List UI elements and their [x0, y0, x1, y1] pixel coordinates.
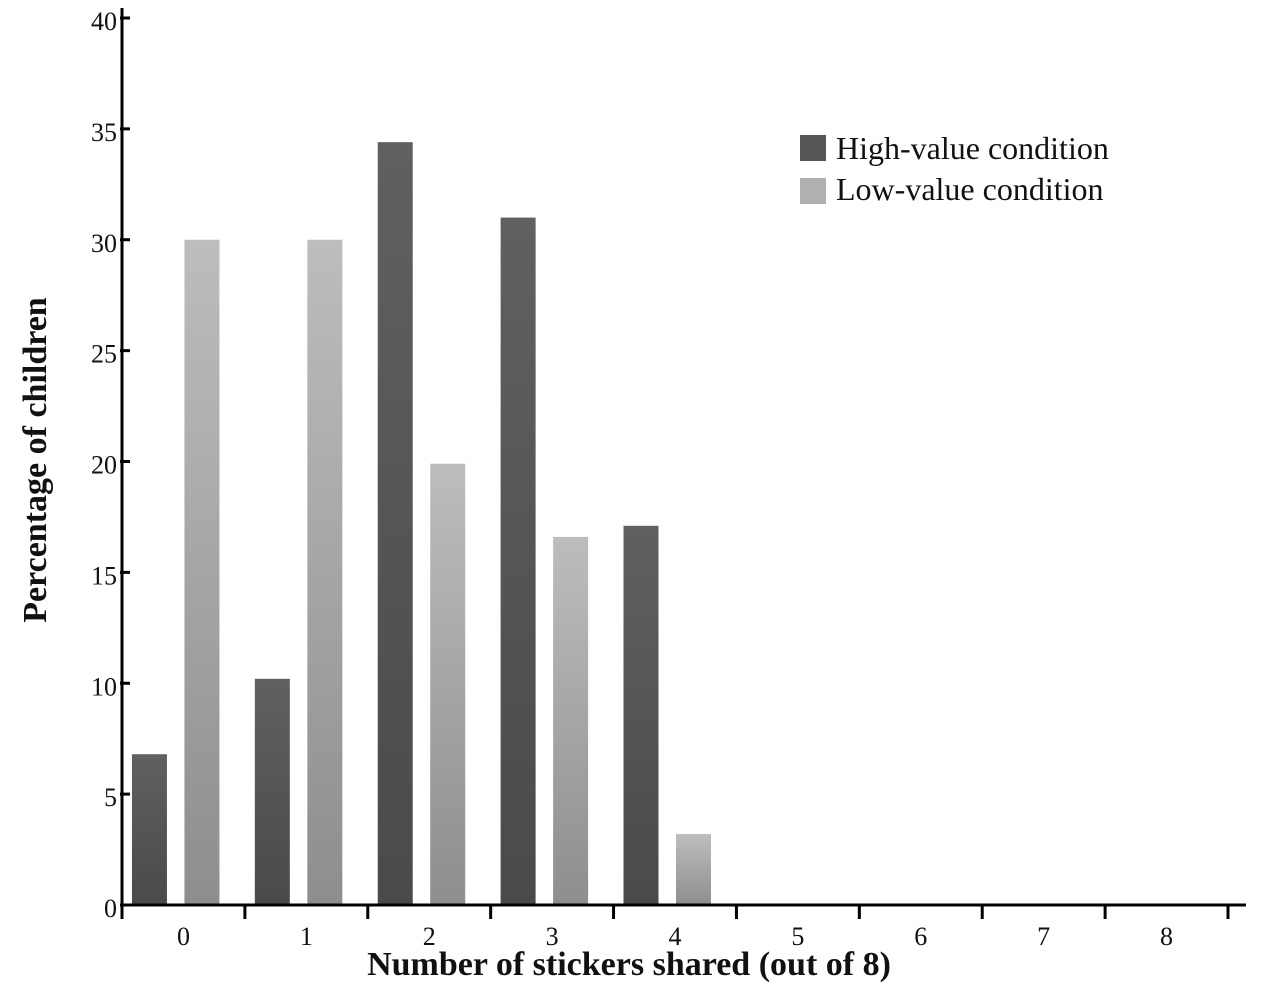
x-tick-label-0: 0	[177, 922, 190, 951]
x-tick-label-2: 2	[423, 922, 436, 951]
y-tick-label-20: 20	[91, 451, 117, 480]
x-tick-label-8: 8	[1160, 922, 1173, 951]
x-tick-label-4: 4	[669, 922, 682, 951]
x-tick-label-1: 1	[300, 922, 313, 951]
legend-label-low-value: Low-value condition	[836, 171, 1103, 207]
x-axis-title: Number of stickers shared (out of 8)	[367, 946, 891, 983]
x-tick-label-6: 6	[914, 922, 927, 951]
bar-high-value-4	[623, 525, 659, 905]
y-tick-label-15: 15	[91, 561, 117, 590]
bar-high-value-2	[377, 142, 413, 905]
y-tick-label-0: 0	[104, 894, 117, 923]
legend-swatch-high-value	[800, 135, 826, 161]
x-tick-label-7: 7	[1037, 922, 1050, 951]
y-tick-label-5: 5	[104, 783, 117, 812]
bar-low-value-1	[307, 239, 343, 905]
bar-high-value-1	[254, 678, 290, 905]
legend-label-high-value: High-value condition	[836, 130, 1109, 166]
axes-layer: 0 5 10 15 20 25 30 35 40 0 1 2 3 4 5 6 7 8	[91, 7, 1246, 951]
y-tick-label-25: 25	[91, 340, 117, 369]
y-tick-label-35: 35	[91, 118, 117, 147]
bar-low-value-4	[676, 834, 711, 905]
x-tick-label-5: 5	[791, 922, 804, 951]
y-tick-label-10: 10	[91, 672, 117, 701]
bar-high-value-3	[500, 217, 536, 905]
y-tick-label-30: 30	[91, 229, 117, 258]
y-tick-label-40: 40	[91, 7, 117, 36]
bars-layer	[131, 142, 711, 905]
bar-high-value-0	[131, 754, 167, 905]
y-axis-title: Percentage of children	[17, 297, 54, 623]
bar-low-value-3	[553, 536, 589, 905]
x-tick-label-3: 3	[546, 922, 559, 951]
labels-layer: Number of stickers shared (out of 8) Per…	[17, 297, 891, 983]
bar-low-value-0	[184, 239, 220, 905]
bar-low-value-2	[430, 463, 466, 905]
legend-swatch-low-value	[800, 178, 826, 204]
legend: High-value condition Low-value condition	[800, 130, 1109, 207]
